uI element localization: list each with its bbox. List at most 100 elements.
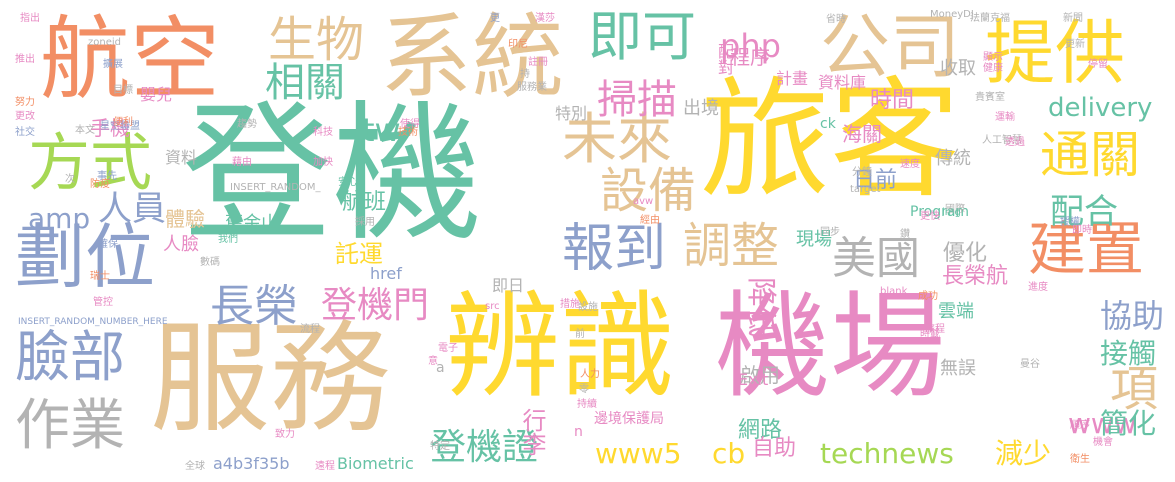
cloud-word: 方式 — [28, 126, 153, 199]
cloud-word: 長榮 — [210, 281, 298, 332]
cloud-word: 設施 — [578, 302, 598, 313]
cloud-word: 健康 — [983, 63, 1003, 74]
cloud-word: 出境 — [683, 98, 719, 119]
cloud-word: 協助 — [1100, 297, 1165, 335]
cloud-word: 提供 — [985, 12, 1125, 94]
cloud-word: amp — [28, 202, 91, 235]
cloud-word: 登機證 — [430, 427, 539, 468]
cloud-word: 接觸 — [1100, 337, 1157, 370]
cloud-word: a4b3f35b — [213, 454, 290, 473]
cloud-word: cb — [712, 437, 746, 470]
cloud-word: php — [720, 27, 781, 65]
cloud-word: 機場 — [715, 280, 946, 414]
cloud-word: src — [485, 301, 500, 312]
cloud-word: 報到 — [562, 219, 667, 279]
cloud-word: 現場 — [796, 229, 832, 250]
cloud-word: n — [574, 424, 583, 440]
cloud-word: 註冊 — [528, 57, 548, 68]
cloud-word: 曼谷 — [1020, 359, 1040, 370]
cloud-word: 系統 — [380, 4, 565, 111]
cloud-word: 瑞士 — [90, 271, 110, 282]
cloud-word: 我們 — [218, 234, 238, 245]
cloud-word: 網路 — [738, 418, 783, 443]
cloud-word: 減少 — [995, 437, 1052, 470]
cloud-word: 掃描 — [597, 77, 677, 123]
cloud-word: 配對 — [715, 43, 734, 75]
cloud-word: 即可 — [588, 5, 696, 68]
cloud-word: target — [850, 184, 881, 195]
cloud-word: 項 — [1110, 361, 1159, 417]
cloud-word: img — [942, 207, 961, 218]
cloud-word: 加快 — [313, 157, 333, 168]
cloud-word: 時間 — [870, 88, 915, 113]
cloud-word: 鑽 — [900, 229, 910, 240]
cloud-word: 順序 — [1070, 420, 1090, 431]
cloud-word: 衛生 — [1070, 454, 1090, 465]
cloud-word: a — [436, 360, 445, 376]
cloud-word: 藉由 — [232, 157, 252, 168]
cloud-word: 特定 — [430, 441, 450, 452]
cloud-word: 無誤 — [940, 358, 976, 379]
cloud-word: 推出 — [15, 54, 35, 65]
cloud-word: blank — [880, 286, 908, 297]
cloud-word: 授權 — [1060, 217, 1080, 228]
cloud-word: 公司 — [820, 6, 960, 88]
cloud-word: 調整 — [683, 218, 780, 274]
cloud-word: 成功 — [918, 291, 938, 302]
cloud-word: 收取 — [940, 58, 976, 79]
cloud-word: 更快 — [920, 211, 940, 222]
cloud-word: 日前 — [853, 168, 898, 193]
cloud-word: 通關 — [1040, 126, 1140, 184]
cloud-word: 便利 — [113, 117, 133, 128]
cloud-word: 使得 — [400, 119, 420, 130]
cloud-word: 設備 — [600, 163, 697, 219]
cloud-word: 配合 — [1050, 192, 1118, 232]
cloud-word: 登機門 — [321, 285, 430, 326]
cloud-word: 目標 — [113, 85, 133, 96]
cloud-word: 全球 — [185, 461, 205, 472]
cloud-word: 致力 — [275, 429, 295, 440]
cloud-word: www — [1068, 407, 1137, 440]
cloud-word: 本文 — [75, 125, 95, 136]
cloud-word: 作業 — [15, 393, 126, 457]
cloud-word: 更新 — [1065, 39, 1085, 50]
cloud-word: 國際 — [945, 204, 965, 215]
cloud-word: 新聞 — [1063, 13, 1083, 24]
cloud-word: 傳統 — [935, 148, 971, 169]
cloud-word: MoneyDJ — [930, 9, 974, 20]
cloud-word: 登機 — [182, 88, 483, 262]
cloud-word: 未來 — [562, 107, 673, 171]
cloud-word: 時載 — [920, 329, 940, 340]
cloud-word: 社交 — [15, 127, 35, 138]
cloud-word: 指出 — [20, 13, 40, 24]
cloud-word: 前 — [575, 329, 585, 340]
cloud-word: 遠程 — [315, 461, 335, 472]
cloud-word: 劃位 — [15, 216, 155, 298]
cloud-word: 運輸 — [995, 112, 1015, 123]
cloud-word: 流程 — [300, 324, 320, 335]
cloud-word: 邊境保護局 — [594, 411, 664, 427]
cloud-word: INSERT_RANDOM_NUMBER_HERE — [18, 317, 168, 327]
cloud-word: 採用 — [355, 217, 375, 228]
cloud-word: 人員 — [98, 189, 166, 229]
cloud-word: INSERT_RANDOM_ — [230, 182, 321, 193]
cloud-word: 趨勢 — [237, 119, 257, 130]
cloud-word: 擴展 — [103, 59, 123, 70]
cloud-word: 防疫 — [90, 179, 110, 190]
cloud-word: 持續 — [577, 399, 597, 410]
cloud-word: www5 — [595, 437, 682, 470]
cloud-word: 數碼 — [200, 257, 220, 268]
cloud-word: 生物 — [268, 12, 365, 68]
cloud-word: 法蘭克福 — [970, 13, 1010, 24]
cloud-word: tw — [362, 111, 401, 149]
cloud-word: zoneid — [88, 37, 121, 48]
cloud-word: ck — [820, 116, 836, 132]
cloud-word: 行李 — [518, 408, 546, 456]
cloud-word: 自助 — [752, 436, 797, 461]
cloud-word: Program — [910, 204, 970, 220]
cloud-word: 航空 — [40, 7, 220, 112]
cloud-word: 印尼 — [508, 39, 528, 50]
cloud-word: 降低 — [743, 277, 778, 337]
cloud-word: 臉部 — [15, 325, 126, 389]
cloud-word: 確保 — [98, 239, 118, 250]
